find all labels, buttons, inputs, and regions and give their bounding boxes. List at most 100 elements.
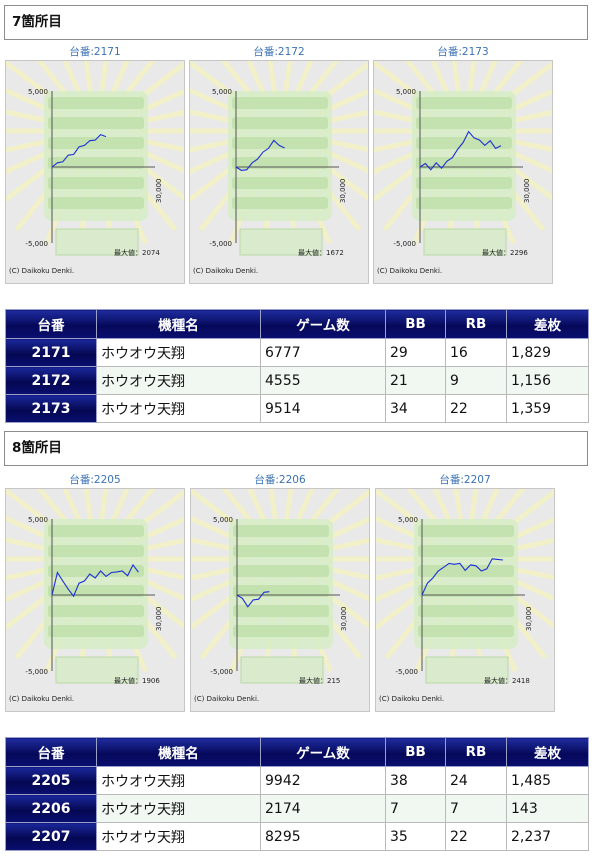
game-count: 4555 bbox=[260, 366, 386, 395]
diff-coins: 1,829 bbox=[506, 338, 589, 367]
background-stripe bbox=[48, 605, 144, 617]
slump-graph: 5,000 -5,000 30,000 最大値：1906 (C) Daikoku Den… bbox=[5, 488, 185, 712]
copyright-label: (C) Daikoku Denki. bbox=[377, 267, 442, 275]
x-max-label: 30,000 bbox=[525, 607, 533, 632]
background-stripe bbox=[233, 565, 329, 577]
background-stripe bbox=[418, 625, 514, 637]
header-bb: BB bbox=[385, 309, 446, 339]
y-max-label: 5,000 bbox=[28, 516, 48, 524]
background-stripe bbox=[233, 605, 329, 617]
y-max-label: 5,000 bbox=[396, 88, 416, 96]
header-rb: RB bbox=[445, 309, 507, 339]
background-stripe bbox=[418, 525, 514, 537]
x-max-label: 30,000 bbox=[523, 179, 531, 204]
bb-count: 7 bbox=[385, 794, 446, 823]
y-max-label: 5,000 bbox=[213, 516, 233, 524]
background-stripe bbox=[418, 565, 514, 577]
background-stripe bbox=[418, 545, 514, 557]
graph-machine-label[interactable]: 台番:2206 bbox=[254, 474, 306, 486]
machine-number[interactable]: 2172 bbox=[5, 366, 97, 395]
background-stripe bbox=[48, 97, 144, 109]
graph-machine-label[interactable]: 台番:2171 bbox=[69, 46, 121, 58]
background-stripe bbox=[418, 605, 514, 617]
background-ray bbox=[281, 61, 293, 102]
diff-coins: 143 bbox=[506, 794, 589, 823]
game-count: 2174 bbox=[260, 794, 386, 823]
copyright-label: (C) Daikoku Denki. bbox=[193, 267, 258, 275]
background-base bbox=[423, 228, 507, 256]
section-title-7: 7箇所目 bbox=[4, 5, 588, 40]
machine-number[interactable]: 2207 bbox=[5, 822, 97, 851]
max-value-label: 最大値：215 bbox=[299, 676, 340, 685]
background-ray bbox=[432, 489, 456, 532]
diff-coins: 2,237 bbox=[506, 822, 589, 851]
background-stripe bbox=[48, 565, 144, 577]
machine-number[interactable]: 2206 bbox=[5, 794, 97, 823]
graph-machine-label[interactable]: 台番:2173 bbox=[437, 46, 489, 58]
rb-count: 22 bbox=[445, 394, 507, 423]
background-ray bbox=[476, 489, 500, 532]
bb-count: 34 bbox=[385, 394, 446, 423]
header-bb: BB bbox=[385, 737, 446, 767]
background-stripe bbox=[416, 177, 512, 189]
graph-panel: 台番:2205 5,000 -5,000 30,000 最大値：1906 (C) Dai… bbox=[5, 473, 185, 712]
slump-line bbox=[51, 563, 139, 598]
machine-table: 台番 機種名 ゲーム数 BB RB 差枚 2171 ホウオウ天翔 6777 29… bbox=[5, 309, 589, 423]
slump-line bbox=[419, 130, 502, 171]
bb-count: 35 bbox=[385, 822, 446, 851]
background-stripe bbox=[48, 545, 144, 557]
section-title-8: 8箇所目 bbox=[4, 431, 588, 466]
graph-panel: 台番:2206 5,000 -5,000 30,000 最大値：215 (C) Daik… bbox=[190, 473, 370, 712]
max-value-label: 最大値：2418 bbox=[484, 676, 530, 685]
rb-count: 22 bbox=[445, 822, 507, 851]
graph-machine-label[interactable]: 台番:2172 bbox=[253, 46, 305, 58]
graph-machine-label[interactable]: 台番:2207 bbox=[439, 474, 491, 486]
rb-count: 16 bbox=[445, 338, 507, 367]
background-ray bbox=[430, 61, 454, 104]
slump-graph-svg: 5,000 -5,000 30,000 最大値：2418 (C) Daikoku Den… bbox=[376, 489, 554, 703]
background-ray bbox=[268, 489, 280, 530]
background-ray bbox=[451, 61, 463, 102]
header-rb: RB bbox=[445, 737, 507, 767]
copyright-label: (C) Daikoku Denki. bbox=[9, 695, 74, 703]
background-stripe bbox=[48, 137, 144, 149]
y-max-label: 5,000 bbox=[28, 88, 48, 96]
table-row: 2206 ホウオウ天翔 2174 7 7 143 bbox=[5, 794, 589, 823]
slump-line bbox=[235, 139, 285, 171]
table-header-row: 台番 機種名 ゲーム数 BB RB 差枚 bbox=[5, 309, 589, 339]
y-max-label: 5,000 bbox=[398, 516, 418, 524]
machine-number[interactable]: 2205 bbox=[5, 766, 97, 795]
background-ray bbox=[465, 61, 477, 102]
machine-name: ホウオウ天翔 bbox=[96, 366, 261, 395]
copyright-label: (C) Daikoku Denki. bbox=[9, 267, 74, 275]
header-machine-name: 機種名 bbox=[96, 309, 261, 339]
bb-count: 29 bbox=[385, 338, 446, 367]
machine-number[interactable]: 2173 bbox=[5, 394, 97, 423]
header-diff: 差枚 bbox=[506, 737, 589, 767]
background-ray bbox=[83, 489, 95, 530]
game-count: 8295 bbox=[260, 822, 386, 851]
background-base bbox=[55, 228, 139, 256]
background-stripe bbox=[48, 177, 144, 189]
game-count: 6777 bbox=[260, 338, 386, 367]
background-base bbox=[240, 656, 324, 684]
background-stripe bbox=[48, 117, 144, 129]
graph-machine-label[interactable]: 台番:2205 bbox=[69, 474, 121, 486]
x-max-label: 30,000 bbox=[339, 179, 347, 204]
background-stripe bbox=[233, 545, 329, 557]
machine-number[interactable]: 2171 bbox=[5, 338, 97, 367]
background-ray bbox=[474, 61, 498, 104]
graph-panel: 台番:2207 5,000 -5,000 30,000 最大値：2418 (C) Dai… bbox=[375, 473, 555, 712]
background-stripe bbox=[48, 157, 144, 169]
background-stripe bbox=[416, 137, 512, 149]
slump-line bbox=[236, 591, 270, 608]
max-value-label: 最大値：1906 bbox=[114, 676, 160, 685]
background-ray bbox=[97, 489, 109, 530]
y-min-label: -5,000 bbox=[209, 240, 232, 248]
background-ray bbox=[267, 61, 279, 102]
slump-graph-svg: 5,000 -5,000 30,000 最大値：1906 (C) Daikoku Den… bbox=[6, 489, 184, 703]
background-stripe bbox=[233, 625, 329, 637]
slump-graph: 5,000 -5,000 30,000 最大値：215 (C) Daikoku Denk… bbox=[190, 488, 370, 712]
machine-name: ホウオウ天翔 bbox=[96, 338, 261, 367]
y-min-label: -5,000 bbox=[210, 668, 233, 676]
